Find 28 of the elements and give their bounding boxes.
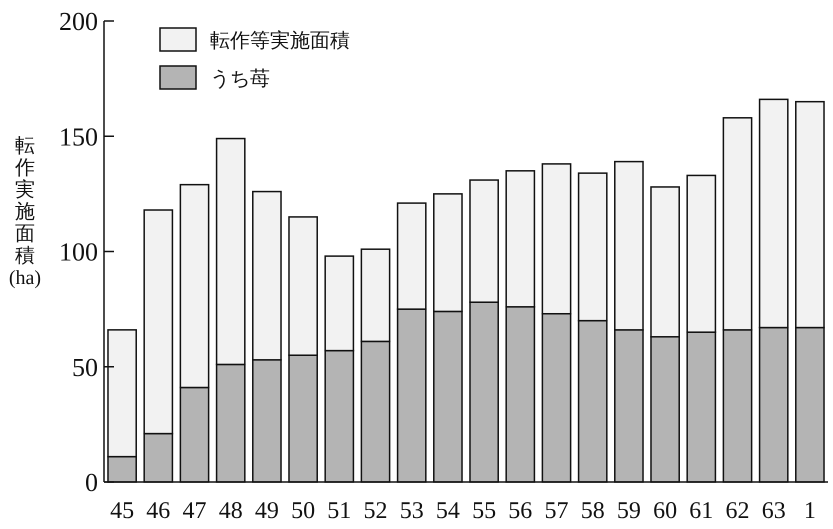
x-tick-label: 53 (400, 498, 424, 524)
x-tick-label: 46 (146, 498, 170, 524)
x-tick-label: 55 (472, 498, 496, 524)
x-tick-label: 62 (726, 498, 750, 524)
x-tick-label: 58 (580, 498, 605, 524)
x-tick-label: 47 (182, 498, 206, 524)
x-tick-label: 48 (218, 498, 243, 524)
x-tick-label: 63 (762, 498, 786, 524)
y-axis-title: 転作実施面積(ha) (8, 135, 42, 289)
y-tick-label: 50 (72, 352, 98, 382)
x-tick-label: 51 (327, 498, 352, 524)
x-tick-label: 56 (508, 498, 532, 524)
legend-label: うち苺 (210, 68, 270, 90)
y-tick-label: 200 (59, 7, 98, 36)
x-tick-label: 52 (364, 498, 388, 524)
x-tick-label: 49 (254, 498, 279, 524)
y-tick-label: 100 (59, 238, 98, 266)
y-tick-label: 150 (59, 122, 98, 152)
x-tick-label: 61 (689, 498, 714, 524)
x-tick-label: 60 (653, 498, 678, 524)
y-tick-label: 0 (85, 468, 98, 497)
x-tick-label: 59 (616, 498, 641, 524)
legend-label: 転作等実施面積 (210, 29, 350, 52)
x-tick-label: 50 (291, 498, 316, 524)
x-tick-label: 45 (110, 498, 134, 524)
x-tick-label: 57 (544, 498, 568, 524)
x-tick-label: 1 (804, 498, 816, 524)
x-tick-label: 54 (436, 498, 460, 524)
